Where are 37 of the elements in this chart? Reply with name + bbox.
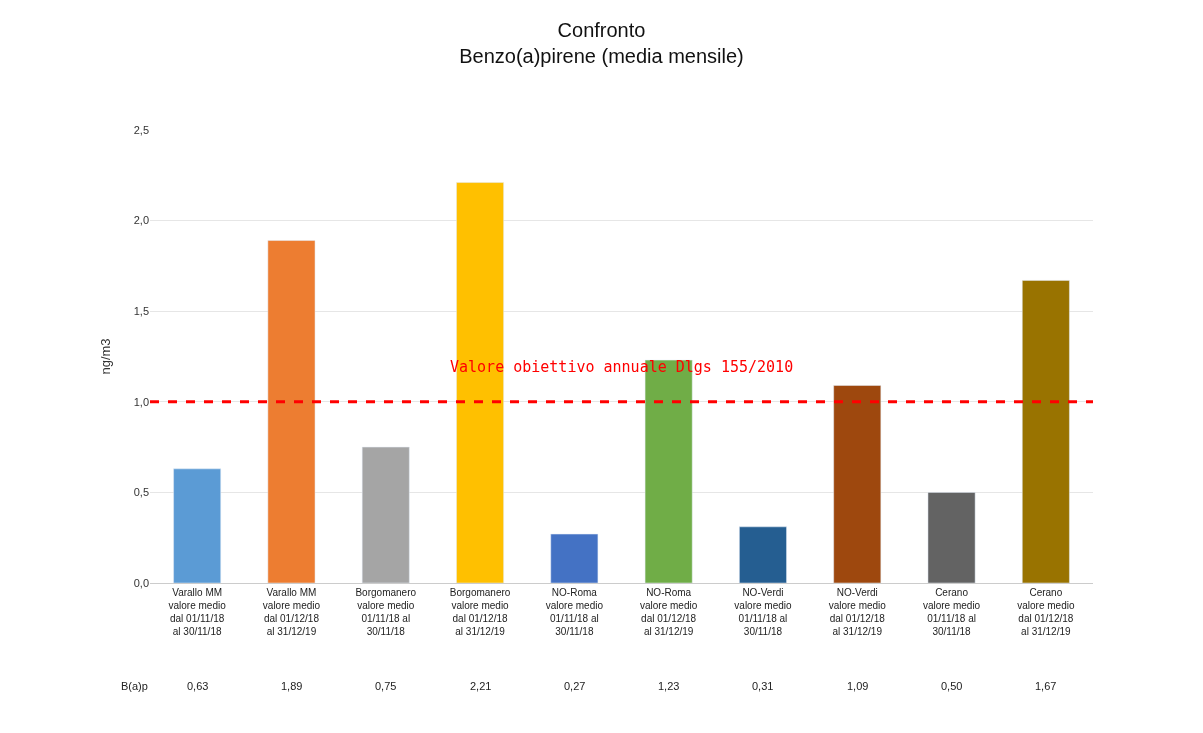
data-label: 1,67 [1035, 680, 1057, 692]
x-tick-label: NO-Roma valore medio 01/11/18 al 30/11/18 [545, 587, 604, 637]
bar [927, 492, 976, 583]
y-tick-label: 1,0 [133, 395, 149, 408]
bar [739, 526, 787, 583]
x-tick-label: Varallo MM valore medio dal 01/11/18 al 30/11/18 [168, 587, 227, 637]
x-tick-label: Cerano valore medio dal 01/12/18 al 31/12/19 [1017, 587, 1075, 637]
bar [173, 468, 221, 583]
x-tick-label: NO-Verdi valore medio 01/11/18 al 30/11/18 [734, 587, 793, 637]
x-tick-label: Varallo MM valore medio dal 01/12/18 al 31/12/19 [262, 587, 321, 637]
y-tick-label: 0,5 [133, 486, 149, 499]
y-tick-label: 0,0 [133, 576, 149, 589]
data-label: 0,63 [187, 680, 209, 692]
y-tick-label: 1,5 [133, 305, 149, 318]
bar [361, 446, 410, 583]
y-tick-label: 2,0 [133, 214, 149, 227]
data-label: 0,50 [941, 680, 963, 692]
data-label: 0,75 [375, 680, 397, 692]
data-label: 2,21 [470, 680, 492, 692]
x-tick-label: NO-Roma valore medio dal 01/12/18 al 31/12/19 [640, 587, 698, 637]
bar [550, 533, 599, 583]
data-label: 0,31 [752, 680, 774, 692]
y-tick-label: 2,5 [133, 123, 149, 136]
data-label: 1,89 [281, 680, 303, 692]
bar [1022, 280, 1070, 583]
bar [833, 385, 882, 583]
x-tick-label: Cerano valore medio 01/11/18 al 30/11/18 [922, 587, 981, 637]
y-axis-title: ng/m3 [97, 338, 113, 375]
x-tick-label: NO-Verdi valore medio dal 01/12/18 al 31/12/19 [828, 587, 887, 637]
data-label: 0,27 [564, 680, 586, 692]
data-label: 1,09 [847, 680, 869, 692]
data-label: 1,23 [658, 680, 680, 692]
bar [267, 240, 316, 583]
x-tick-label: Borgomanero valore medio dal 01/12/18 al 31/12/19 [449, 587, 511, 637]
chart-title: Confronto Benzo(a)pirene (media mensile) [459, 18, 744, 67]
text: B(a)p [121, 680, 148, 692]
x-tick-label: Borgomanero valore medio 01/11/18 al 30/11/18 [355, 587, 417, 637]
